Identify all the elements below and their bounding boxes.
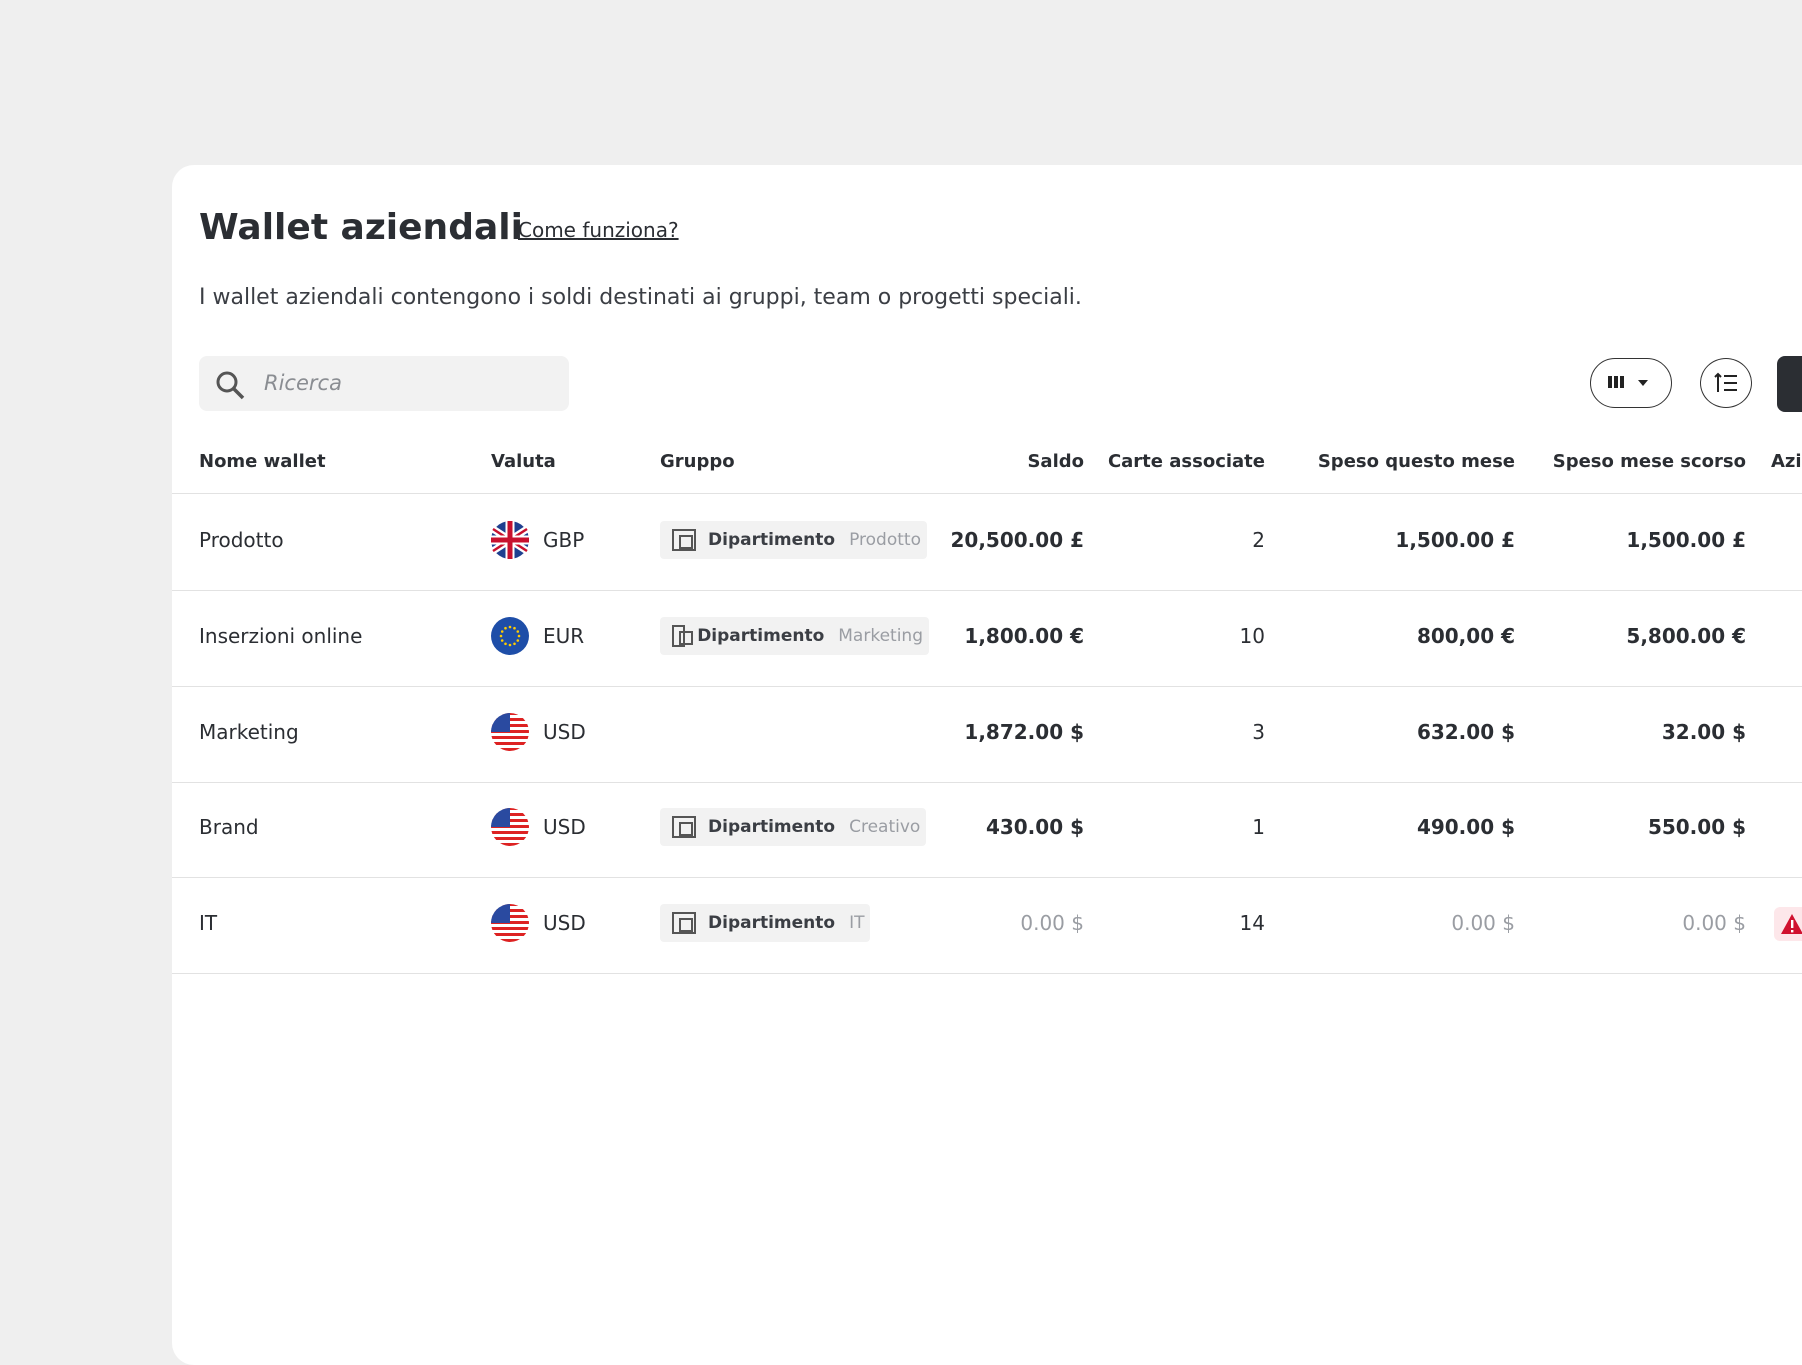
group-name: Marketing [838, 626, 923, 646]
primary-button[interactable] [1777, 356, 1802, 412]
group-tag: Dipartimento IT [660, 904, 871, 942]
cards: 2 [1252, 528, 1265, 552]
cards: 1 [1252, 815, 1265, 839]
spent-this-month: 800,00 € [1416, 624, 1515, 648]
group-prefix: Dipartimento [708, 530, 836, 550]
row-divider [172, 877, 1802, 878]
spent-last-month: 0.00 $ [1682, 911, 1746, 935]
header-divider [172, 493, 1802, 494]
group-name: Creativo [849, 817, 921, 837]
spent-this-month: 1,500.00 £ [1395, 528, 1515, 552]
group-name: IT [849, 913, 865, 933]
search-placeholder: Ricerca [264, 371, 342, 395]
row-divider [172, 973, 1802, 974]
warning-badge [1774, 907, 1802, 941]
group-icon-inner [679, 822, 693, 836]
group-tag: Dipartimento Creativo [660, 808, 927, 846]
group-prefix: Dipartimento [708, 913, 836, 933]
currency: EUR [543, 624, 585, 648]
currency: USD [543, 815, 586, 839]
wallet-name: Inserzioni online [199, 624, 363, 648]
balance: 1,872.00 $ [964, 720, 1084, 744]
group-tag: Dipartimento Marketing [660, 617, 929, 655]
flag [491, 904, 529, 942]
column-header: Nome wallet [199, 451, 326, 472]
column-header: Azioni [1771, 451, 1802, 472]
sort-button[interactable] [1700, 358, 1752, 408]
balance: 1,800.00 € [964, 624, 1084, 648]
wallet-name: IT [199, 911, 218, 935]
group-icon [672, 816, 696, 838]
cards: 3 [1252, 720, 1265, 744]
currency: USD [543, 720, 586, 744]
balance: 0.00 $ [1020, 911, 1084, 935]
wallet-name: Marketing [199, 720, 299, 744]
row-divider [172, 782, 1802, 783]
spent-last-month: 5,800.00 € [1626, 624, 1746, 648]
group-icon-inner [679, 631, 693, 645]
flag [491, 617, 529, 655]
balance: 20,500.00 £ [950, 528, 1085, 552]
row-divider [172, 590, 1802, 591]
wallet-name: Brand [199, 815, 259, 839]
balance: 430.00 $ [985, 815, 1084, 839]
group-icon [672, 912, 696, 934]
spent-this-month: 0.00 $ [1451, 911, 1515, 935]
flag [491, 713, 529, 751]
currency: USD [543, 911, 586, 935]
column-header: Valuta [491, 451, 556, 472]
column-header: Speso mese scorso [1552, 451, 1746, 472]
group-icon-inner [679, 918, 693, 932]
row-divider [172, 686, 1802, 687]
group-icon [672, 529, 696, 551]
currency: GBP [543, 528, 585, 552]
spent-last-month: 550.00 $ [1647, 815, 1746, 839]
page: Wallet aziendali Come funziona? I wallet… [172, 165, 1802, 1365]
column-header: Gruppo [660, 451, 735, 472]
card: Wallet aziendali Come funziona? I wallet… [172, 165, 1802, 1365]
search-box[interactable]: Ricerca [199, 356, 569, 411]
flag [491, 808, 529, 846]
spent-last-month: 32.00 $ [1661, 720, 1746, 744]
title: Wallet aziendali [199, 207, 523, 248]
spent-last-month: 1,500.00 £ [1626, 528, 1746, 552]
flag [491, 521, 529, 559]
spent-this-month: 632.00 $ [1416, 720, 1515, 744]
columns-button[interactable] [1590, 358, 1672, 408]
column-header: Saldo [1027, 451, 1084, 472]
spent-this-month: 490.00 $ [1416, 815, 1515, 839]
description: I wallet aziendali contengono i soldi de… [199, 285, 1082, 310]
search-icon [216, 371, 245, 400]
group-tag: Dipartimento Prodotto [660, 521, 927, 559]
column-header: Speso questo mese [1317, 451, 1515, 472]
wallet-name: Prodotto [199, 528, 284, 552]
group-icon [672, 625, 693, 647]
column-header: Carte associate [1107, 451, 1265, 472]
cards: 10 [1239, 624, 1265, 648]
group-prefix: Dipartimento [708, 817, 836, 837]
help-link[interactable]: Come funziona? [518, 218, 679, 242]
group-icon-inner [679, 535, 693, 549]
cards: 14 [1239, 911, 1265, 935]
group-name: Prodotto [849, 530, 921, 550]
group-prefix: Dipartimento [697, 626, 825, 646]
